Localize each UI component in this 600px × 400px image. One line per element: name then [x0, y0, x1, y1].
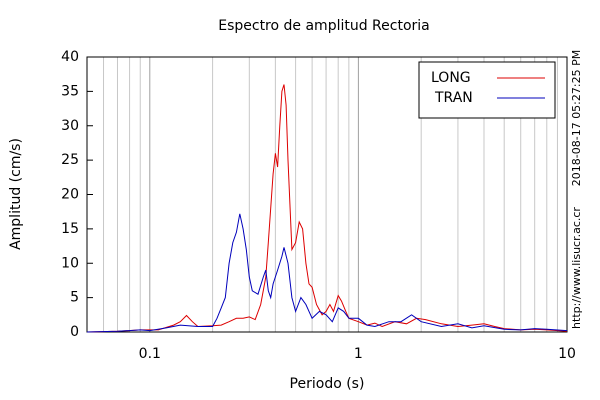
y-tick-label: 10 — [61, 255, 79, 271]
chart-title: Espectro de amplitud Rectoria — [218, 18, 430, 34]
legend-box — [418, 61, 556, 119]
x-tick-label: 1 — [354, 346, 363, 362]
y-tick-label: 25 — [61, 152, 79, 168]
y-tick-label: 5 — [70, 290, 79, 306]
y-tick-label: 15 — [61, 221, 79, 237]
legend-label: LONG — [431, 70, 471, 86]
series-line — [86, 213, 568, 333]
y-tick-label: 40 — [61, 49, 79, 65]
y-tick-label: 20 — [61, 187, 79, 203]
series-line — [86, 84, 568, 333]
y-tick-label: 0 — [70, 324, 79, 340]
x-axis-label: Periodo (s) — [290, 376, 365, 392]
y-tick-label: 35 — [61, 83, 79, 99]
y-tick-label: 30 — [61, 118, 79, 134]
timestamp: 2018-08-17 05:27:25 PM — [570, 50, 583, 186]
plot-frame — [86, 56, 568, 333]
y-axis-label: Amplitud (cm/s) — [8, 138, 24, 250]
x-tick-label: 0.1 — [139, 346, 161, 362]
legend-label: TRAN — [434, 90, 473, 106]
source-url: http://www.lisucr.ac.cr — [570, 207, 583, 329]
x-tick-label: 10 — [558, 346, 576, 362]
